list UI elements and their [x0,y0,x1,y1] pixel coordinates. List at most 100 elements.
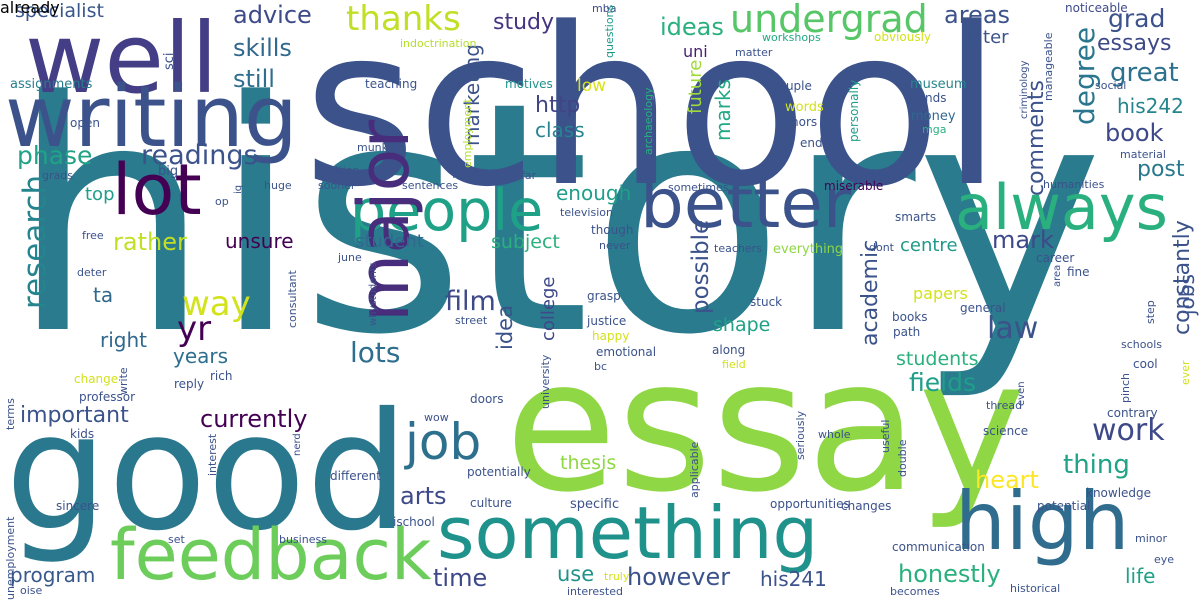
word-well: well [25,2,218,115]
word-right: right [100,328,147,352]
word-potentially: potentially [467,465,531,479]
word-social: social [1095,79,1127,92]
word-time: time [433,564,488,592]
word-ischool: ischool [393,515,435,529]
word-though: though [591,223,634,237]
word-heart: heart [975,466,1039,494]
word-rich: rich [210,369,233,383]
word-low: low [577,76,607,96]
word-lots: lots [350,336,401,369]
word-yr: yr [177,309,212,349]
word-eye: eye [1154,553,1175,566]
word-years: years [173,344,229,368]
word-mark: mark [992,226,1054,254]
word-applicable: applicable [688,441,701,498]
word-work: work [1092,413,1165,448]
word-interest: interest [206,433,219,476]
word-potential: potential [1037,499,1091,513]
word-law: law [987,311,1039,346]
word-idea: idea [493,305,517,350]
word-fruition: fruition [320,164,360,177]
word-specialist: specialist [15,0,104,22]
word-later: later [967,27,1009,48]
word-advice: advice [233,1,312,29]
word-thing: thing [1063,450,1130,480]
word-book: book [1105,119,1164,147]
word-end: end [800,136,823,150]
word-student: student [355,231,424,252]
word-way: way [182,284,251,324]
word-knowledge: knowledge [1086,486,1152,500]
word-sentences: sentences [402,179,459,192]
word-changes: changes [841,499,892,513]
word-still: still [233,65,275,93]
word-bc: bc [594,360,608,373]
word-employment: employment [461,98,474,168]
word-shape: shape [713,314,771,336]
word-enough: enough [556,181,632,205]
word-criminology: criminology [1019,60,1030,119]
word-subject: subject [491,231,560,253]
word-career: career [1036,251,1075,265]
word-huge: huge [264,179,292,192]
word-areas: areas [944,1,1011,29]
word-munk: munk [357,141,389,154]
word-material: material [1120,148,1166,161]
word-step: step [1144,300,1157,324]
word-honestly: honestly [898,560,1001,588]
word-sci: sci [162,52,177,70]
word-better: better [640,164,852,244]
word-writing: writing [5,68,298,167]
word-arts: arts [400,482,447,510]
word-humanities: humanities [1043,178,1105,191]
word-op: op [215,195,229,208]
word-never: never [599,239,631,252]
word-unsure: unsure [225,229,294,253]
word-college: college [538,276,559,342]
word-seriously: seriously [794,410,807,460]
word-phase: phase [17,141,93,170]
word-miserable: miserable [824,179,884,193]
word-change: change [74,372,119,386]
word-wow: wow [424,411,449,424]
word-sooner: sooner [318,179,356,192]
word-ideas: ideas [660,13,724,41]
word-questions: questions [603,4,616,58]
word-something: something [437,491,819,575]
word-different: different [330,469,381,483]
word-communication: communication [892,540,985,554]
word-ta: ta [93,283,114,307]
word-even: even [1016,381,1027,406]
word-sometimes: sometimes [668,181,729,194]
word-workshops: workshops [762,31,821,44]
word-university: university [539,354,552,409]
word-important: important [20,403,129,428]
word-fine: fine [1067,265,1090,279]
word-opportunities: opportunities [770,497,850,511]
word-sincere: sincere [56,499,100,513]
word-use: use [557,562,595,586]
word-television: television [560,206,613,219]
word-contrary: contrary [1107,406,1158,420]
word-his242: his242 [1117,94,1184,118]
word-thread: thread [986,399,1023,412]
word-essays: essays [1097,31,1172,56]
word-grasp: grasp [587,289,621,303]
word-professor: professor [79,390,136,404]
word-program: program [10,563,96,587]
word-consultant: consultant [286,270,299,328]
word-books: books [892,310,928,324]
word-historical: historical [1010,582,1061,595]
word-assignments: assignments [10,77,93,92]
word-marks: marks [711,79,735,141]
word-museum: museum [910,77,967,92]
word-terms: terms [4,398,17,430]
word-rather: rather [113,228,187,256]
word-science: science [983,424,1029,438]
word-thanks: thanks [346,0,461,39]
word-teachers: teachers [714,242,762,255]
word-pinch: pinch [1119,372,1132,403]
word-teaching: teaching [365,77,418,91]
word-grads: grads [42,169,73,182]
word-emotional: emotional [596,345,657,359]
